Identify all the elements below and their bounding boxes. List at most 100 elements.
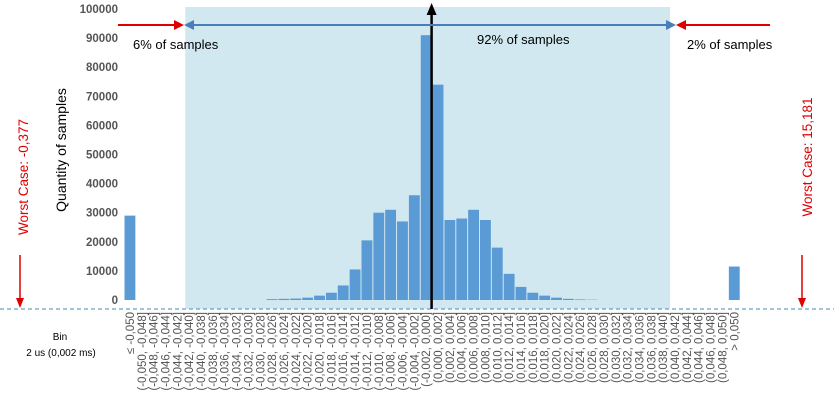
bar xyxy=(266,299,278,300)
right-outlier-arrow-head xyxy=(676,20,686,30)
bin-size-label: 2 us (0,002 ms) xyxy=(26,348,96,359)
x-tick-label: (0,040, 0,042] xyxy=(670,312,682,383)
x-tick-label: (-0,020, -0,018] xyxy=(315,312,327,391)
bar xyxy=(503,273,515,300)
zero-arrow-head xyxy=(426,3,437,15)
bar xyxy=(728,266,740,300)
bar xyxy=(361,240,373,300)
x-tick-label: (-0,014, -0,012] xyxy=(350,312,362,391)
right-pct-annotation: 2% of samples xyxy=(687,37,773,52)
bar xyxy=(302,297,314,300)
x-tick-label: (0,012, 0,014] xyxy=(504,312,516,383)
x-tick-label: (0,002, 0,004] xyxy=(445,312,457,383)
bar xyxy=(278,298,290,300)
x-tick-label: (0,038, 0,040] xyxy=(658,312,670,383)
x-tick-label: (-0,036, -0,034] xyxy=(220,312,232,391)
bar xyxy=(432,84,444,300)
bar xyxy=(562,298,574,300)
y-tick-label: 60000 xyxy=(86,120,118,132)
y-tick-label: 30000 xyxy=(86,208,118,220)
x-tick-label: (-0,022, -0,020] xyxy=(303,312,315,391)
bar xyxy=(420,35,432,300)
worst-left-arrow-head xyxy=(16,298,24,308)
bar xyxy=(468,209,479,300)
x-tick-label: ≤ -0,050 xyxy=(125,312,137,354)
center-span-arrow-right-head xyxy=(666,20,676,30)
x-tick-label: (0,042, 0,044] xyxy=(682,312,694,383)
bar xyxy=(349,269,361,300)
x-tick-label: (-0,024, -0,022] xyxy=(291,312,303,391)
y-tick-label: 50000 xyxy=(86,150,118,162)
x-tick-label: (0,018, 0,020] xyxy=(540,312,552,383)
x-tick-label: (0,022, 0,024] xyxy=(563,312,575,383)
x-tick-label: (0,028, 0,030] xyxy=(599,312,611,383)
left-pct-annotation: 6% of samples xyxy=(133,37,219,52)
x-tick-label: (-0,018, -0,016] xyxy=(326,312,338,391)
x-tick-label: (0,004, 0,006] xyxy=(457,312,469,383)
y-tick-label: 100000 xyxy=(80,4,118,16)
y-tick-label: 20000 xyxy=(86,237,118,249)
left-outlier-arrow-head xyxy=(174,20,184,30)
bar xyxy=(290,298,302,300)
x-tick-label: (-0,030, -0,028] xyxy=(255,312,267,391)
bar xyxy=(515,286,527,300)
x-tick-label: (0,048, 0,050] xyxy=(717,312,729,383)
bar xyxy=(480,219,491,300)
bar xyxy=(527,292,539,300)
y-tick-label: 90000 xyxy=(86,33,118,45)
x-tick-label: (-0,048, -0,046] xyxy=(149,312,161,391)
x-tick-label: (-0,032, -0,030] xyxy=(243,312,255,391)
x-tick-label: (0,036, 0,038] xyxy=(646,312,658,383)
x-tick-label: (-0,002, 0,000] xyxy=(421,312,433,387)
x-tick-label: (0,026, 0,028] xyxy=(587,312,599,383)
worst-case-left-label: Worst Case: -0,377 xyxy=(16,119,31,235)
bin-label: Bin xyxy=(52,332,68,343)
x-tick-label: (0,046, 0,048] xyxy=(706,312,718,383)
bar xyxy=(373,212,385,300)
x-tick-label: (0,032, 0,034] xyxy=(623,312,635,383)
bar xyxy=(325,292,337,300)
x-tick-label: (0,034, 0,036] xyxy=(634,312,646,383)
y-axis-label: Quantity of samples xyxy=(53,88,69,212)
x-tick-label: (-0,028, -0,026] xyxy=(267,312,279,391)
x-tick-label: (-0,034, -0,032] xyxy=(232,312,244,391)
x-tick-label: (-0,026, -0,024] xyxy=(279,312,291,391)
center-span-arrow-left-head xyxy=(184,20,194,30)
x-tick-label: (-0,004, -0,002] xyxy=(409,312,421,391)
y-tick-label: 70000 xyxy=(86,91,118,103)
bar xyxy=(314,295,325,300)
bar xyxy=(491,247,503,300)
bar xyxy=(539,295,551,300)
bar xyxy=(397,221,408,300)
x-tick-label: (0,044, 0,046] xyxy=(694,312,706,383)
worst-case-right-label: Worst Case: 15,181 xyxy=(800,97,815,216)
bar xyxy=(444,219,456,300)
bar xyxy=(456,218,468,300)
x-tick-label: (0,014, 0,016] xyxy=(516,312,528,383)
worst-right-arrow-head xyxy=(798,298,806,308)
x-tick-label: (-0,012, -0,010] xyxy=(362,312,374,391)
x-tick-label: (0,010, 0,012] xyxy=(492,312,504,383)
bar xyxy=(574,299,586,300)
y-tick-label: 0 xyxy=(112,295,118,307)
y-tick-label: 80000 xyxy=(86,62,118,74)
x-tick-label: (0,000, 0,002] xyxy=(433,312,445,383)
x-tick-label: (0,016, 0,018] xyxy=(528,312,540,383)
bar xyxy=(385,209,397,300)
x-tick-label: (0,008, 0,010] xyxy=(480,312,492,383)
x-tick-label: (-0,038, -0,036] xyxy=(208,312,220,391)
bar xyxy=(337,285,349,300)
bar xyxy=(408,195,420,300)
x-tick-label: (0,020, 0,022] xyxy=(552,312,564,383)
x-tick-label: (-0,046, -0,044] xyxy=(160,312,172,391)
x-tick-label: (0,024, 0,026] xyxy=(575,312,587,383)
x-tick-label: (-0,044, -0,042] xyxy=(172,312,184,391)
x-tick-label: (-0,006, -0,004] xyxy=(397,312,409,391)
x-tick-label: (0,006, 0,008] xyxy=(469,312,481,383)
x-tick-label: (-0,008, -0,006] xyxy=(386,312,398,391)
bar xyxy=(551,297,562,300)
x-tick-label: (0,030, 0,032] xyxy=(611,312,623,383)
x-tick-label: (-0,042, -0,040] xyxy=(184,312,196,391)
x-tick-label: (-0,010, -0,008] xyxy=(374,312,386,391)
